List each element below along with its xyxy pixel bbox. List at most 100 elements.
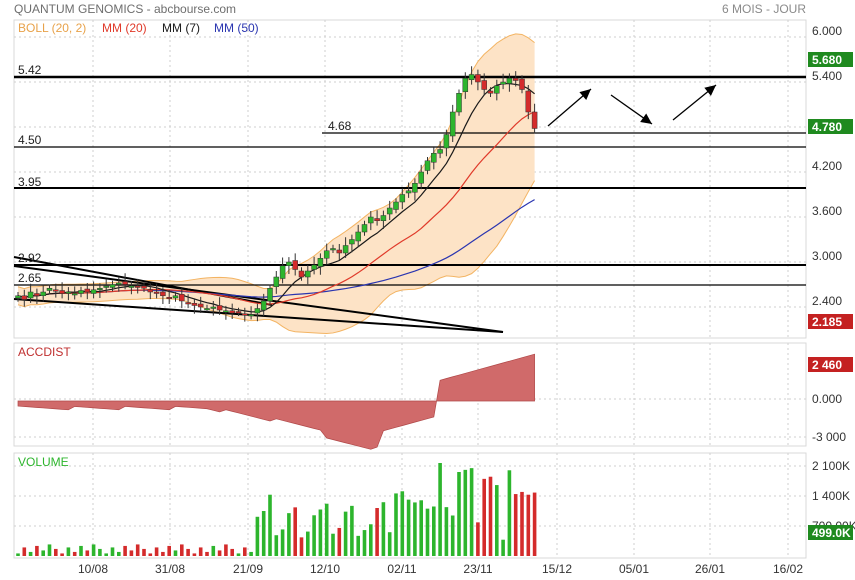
- volume-bar: [280, 529, 285, 556]
- candle: [84, 283, 91, 300]
- volume-tag-text: 499.0K: [812, 526, 851, 540]
- volume-tick: 2 100K: [812, 459, 850, 473]
- candle: [116, 277, 122, 292]
- candle: [254, 303, 261, 322]
- candle: [46, 284, 53, 295]
- candle: [317, 253, 324, 275]
- chart-title: QUANTUM GENOMICS - abcbourse.com: [14, 2, 236, 16]
- x-tick-label: 21/09: [233, 562, 263, 576]
- volume-title: VOLUME: [18, 455, 69, 469]
- accdist-tick: 0.000: [812, 392, 842, 406]
- price-tick: 5.400: [812, 69, 842, 83]
- candle: [128, 281, 135, 295]
- candle: [449, 104, 456, 142]
- x-tick-label: 16/02: [773, 562, 803, 576]
- volume-bar: [79, 545, 83, 556]
- wedge-lower-line: [13, 298, 504, 333]
- volume-bar: [513, 494, 518, 556]
- accdist-tag-text: 2 460: [812, 358, 842, 372]
- legend-mm7: MM (7): [162, 21, 200, 35]
- volume-bar: [148, 553, 153, 556]
- candle: [405, 182, 412, 198]
- accdist-area: [17, 353, 535, 450]
- volume-bar: [526, 494, 531, 556]
- price-axis: 6.000 5.400 4.200 3.600 3.000 2.400 5.68…: [808, 24, 853, 329]
- volume-bar: [318, 509, 323, 556]
- volume-bar: [60, 553, 64, 556]
- volume-bar: [47, 544, 52, 556]
- candle: [153, 283, 160, 299]
- candle: [97, 283, 103, 298]
- candle: [368, 211, 374, 231]
- volume-tick: 1 400K: [812, 489, 850, 503]
- volume-bar: [154, 547, 159, 556]
- volume-bar: [142, 548, 146, 556]
- candle: [355, 224, 361, 247]
- candle: [229, 303, 235, 319]
- candle: [342, 237, 349, 258]
- volume-bar: [192, 553, 197, 556]
- candle: [323, 243, 330, 265]
- level-label-542: 5.42: [18, 63, 42, 77]
- candle: [475, 69, 481, 91]
- candle: [160, 287, 166, 304]
- candle: [103, 278, 109, 293]
- candle: [374, 210, 380, 226]
- candle: [147, 283, 154, 300]
- accdist-tick: -3 000: [812, 430, 846, 444]
- volume-bar: [16, 553, 20, 556]
- volume-panel: [13, 452, 807, 559]
- period-label: 6 MOIS - JOUR: [722, 2, 806, 16]
- volume-bar: [72, 551, 77, 556]
- volume-bar: [35, 545, 39, 556]
- volume-bar: [488, 476, 493, 556]
- volume-bar: [532, 492, 537, 556]
- volume-bar: [85, 550, 90, 556]
- volume-bar: [249, 551, 253, 556]
- candle: [500, 73, 506, 90]
- volume-bar: [457, 472, 461, 556]
- accdist-tag: [808, 357, 853, 372]
- volume-bar: [205, 551, 209, 556]
- candle: [468, 66, 475, 85]
- volume-bar: [356, 535, 360, 556]
- volume-bar: [255, 516, 260, 556]
- candle: [481, 73, 487, 96]
- candle: [386, 200, 393, 220]
- candle: [122, 273, 128, 290]
- candle: [462, 72, 469, 99]
- candle: [248, 306, 254, 320]
- volume-bar: [444, 507, 449, 556]
- mm20-line: [17, 111, 535, 305]
- volume-bar: [469, 468, 474, 556]
- volume-bar: [110, 547, 115, 556]
- candle: [260, 293, 267, 316]
- volume-bar: [419, 500, 423, 556]
- candle: [305, 265, 311, 285]
- volume-bar: [243, 547, 247, 556]
- bollinger-lower: [17, 180, 536, 335]
- volume-bar: [381, 502, 386, 556]
- volume-bar: [413, 502, 417, 556]
- volume-bar: [104, 553, 108, 556]
- candle: [393, 198, 399, 214]
- volume-bar: [400, 491, 405, 556]
- volume-bar: [293, 507, 297, 556]
- volume-bar: [362, 530, 367, 556]
- legend: BOLL (20, 2) MM (20) MM (7) MM (50): [18, 21, 259, 35]
- candle: [286, 257, 292, 274]
- candle: [330, 244, 336, 253]
- level-label-468: 4.68: [328, 119, 352, 133]
- volume-bar: [520, 491, 524, 556]
- projection-arrow-up: [547, 88, 592, 127]
- candle: [399, 188, 406, 210]
- volume-bar: [135, 544, 140, 556]
- candle: [172, 292, 179, 302]
- candle: [197, 296, 204, 313]
- accdist-axis: 2 460 0.000 -3 000: [808, 357, 853, 444]
- candle: [361, 220, 368, 236]
- candle: [210, 301, 217, 316]
- candle: [437, 141, 443, 159]
- volume-bar: [54, 548, 58, 556]
